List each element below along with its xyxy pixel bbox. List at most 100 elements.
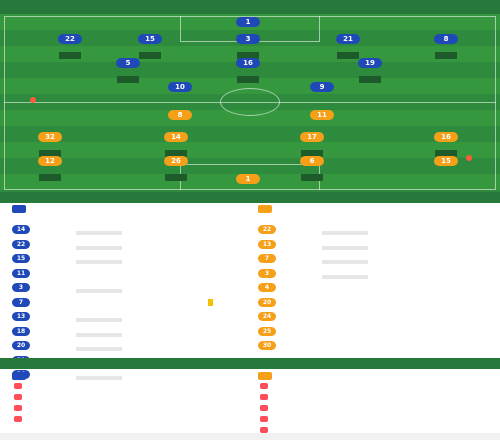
list-item[interactable]: 15 [12, 252, 250, 267]
player-number: 11 [12, 268, 30, 278]
player-number: 15 [138, 34, 162, 44]
pitch-header [0, 0, 500, 14]
player-number: 3 [236, 34, 260, 44]
pitch-player-home[interactable]: 15 [122, 34, 178, 68]
list-item[interactable]: 3 [258, 267, 496, 282]
player-number: 14 [12, 225, 30, 234]
player-info-bar [76, 332, 122, 337]
pitch-player-home[interactable]: 5 [100, 58, 156, 92]
player-rating [301, 174, 323, 181]
pitch-player-away[interactable]: 17 [284, 132, 340, 166]
player-number: 22 [12, 239, 30, 249]
player-rating [237, 76, 259, 83]
player-number: 24 [258, 312, 276, 321]
list-item[interactable] [12, 392, 250, 403]
list-item[interactable]: 22 [258, 223, 496, 238]
player-number: 13 [258, 239, 276, 249]
player-rating [359, 76, 381, 83]
pitch-player-home[interactable]: 3 [220, 34, 276, 68]
home-injury-team-row [12, 370, 250, 381]
pitch-player-away[interactable]: 1 [220, 174, 276, 192]
list-item[interactable]: 24 [258, 310, 496, 325]
pitch-player-home[interactable]: 21 [320, 34, 376, 68]
pitch-player-away[interactable]: 26 [148, 156, 204, 190]
list-item[interactable] [258, 425, 496, 436]
player-number: 3 [258, 268, 276, 278]
list-item[interactable]: 13 [258, 238, 496, 253]
home-team-flag-icon [12, 204, 26, 213]
pitch-player-away[interactable]: 16 [418, 132, 474, 166]
player-rating [337, 52, 359, 59]
list-item[interactable]: 20 [12, 339, 250, 354]
list-item[interactable]: 13 [12, 310, 250, 325]
player-number: 16 [434, 132, 458, 142]
player-number: 19 [358, 58, 382, 68]
player-number: 11 [310, 110, 334, 120]
list-item[interactable]: 7 [258, 252, 496, 267]
home-coach [12, 214, 250, 223]
player-number: 30 [258, 341, 276, 350]
list-item[interactable] [258, 414, 496, 425]
list-item[interactable]: 18 [12, 325, 250, 340]
list-item[interactable] [12, 414, 250, 425]
pitch-player-home[interactable]: 16 [220, 58, 276, 92]
player-number: 25 [258, 326, 276, 336]
player-number: 18 [12, 326, 30, 336]
away-injuries [258, 370, 496, 440]
player-info-bar [322, 245, 368, 250]
list-item[interactable]: 22 [12, 238, 250, 253]
player-number: 9 [310, 82, 334, 92]
pitch-player-away[interactable]: 15 [418, 156, 474, 190]
player-number: 8 [168, 110, 192, 120]
list-item[interactable]: 14 [12, 223, 250, 238]
flag-icon [30, 97, 36, 103]
away-team-row [258, 203, 496, 214]
pitch-player-away[interactable]: 32 [22, 132, 78, 166]
pitch-player-home[interactable]: 9 [294, 82, 350, 116]
list-item[interactable]: 11 [12, 267, 250, 282]
player-info-bar [76, 318, 122, 322]
pitch-player-home[interactable]: 19 [342, 58, 398, 92]
list-item[interactable]: 3 [12, 281, 250, 296]
pitch-player-away[interactable]: 14 [148, 132, 204, 166]
lineups-header [0, 192, 500, 203]
list-item[interactable]: 4 [258, 281, 496, 296]
injury-icon [260, 427, 268, 433]
injury-icon [14, 416, 22, 422]
list-item[interactable] [12, 403, 250, 414]
list-item[interactable]: 25 [258, 325, 496, 340]
list-item[interactable] [258, 381, 496, 392]
list-item[interactable] [258, 403, 496, 414]
player-rating [435, 52, 457, 59]
player-number: 21 [336, 34, 360, 44]
away-injury-team-row [258, 370, 496, 381]
player-number: 7 [12, 297, 30, 307]
player-number: 8 [434, 34, 458, 44]
player-rating [435, 150, 457, 157]
list-item[interactable]: 7 [12, 296, 250, 311]
player-number: 7 [258, 254, 276, 263]
pitch-player-home[interactable]: 8 [418, 34, 474, 68]
player-number: 14 [164, 132, 188, 142]
pitch-player-away[interactable]: 11 [294, 110, 350, 144]
injury-icon [260, 383, 268, 389]
player-number: 22 [58, 34, 82, 44]
pitch-player-away[interactable]: 8 [152, 110, 208, 144]
away-lineup: 22 13 7 3 4 20 24 25 30 [258, 203, 496, 354]
pitch-player-home[interactable]: 22 [42, 34, 98, 68]
list-item[interactable] [258, 392, 496, 403]
list-item[interactable]: 20 [258, 296, 496, 311]
player-number: 4 [258, 283, 276, 292]
player-info-bar [76, 289, 122, 293]
list-item[interactable] [12, 381, 250, 392]
player-number: 3 [12, 283, 30, 292]
injury-icon [260, 394, 268, 400]
player-info-bar [322, 260, 368, 264]
player-number: 15 [434, 156, 458, 166]
pitch-player-away[interactable]: 12 [22, 156, 78, 190]
player-rating [39, 150, 61, 157]
pitch-player-away[interactable]: 6 [284, 156, 340, 190]
pitch-player-home[interactable]: 10 [152, 82, 208, 116]
player-number: 20 [12, 341, 30, 350]
list-item[interactable]: 30 [258, 339, 496, 354]
